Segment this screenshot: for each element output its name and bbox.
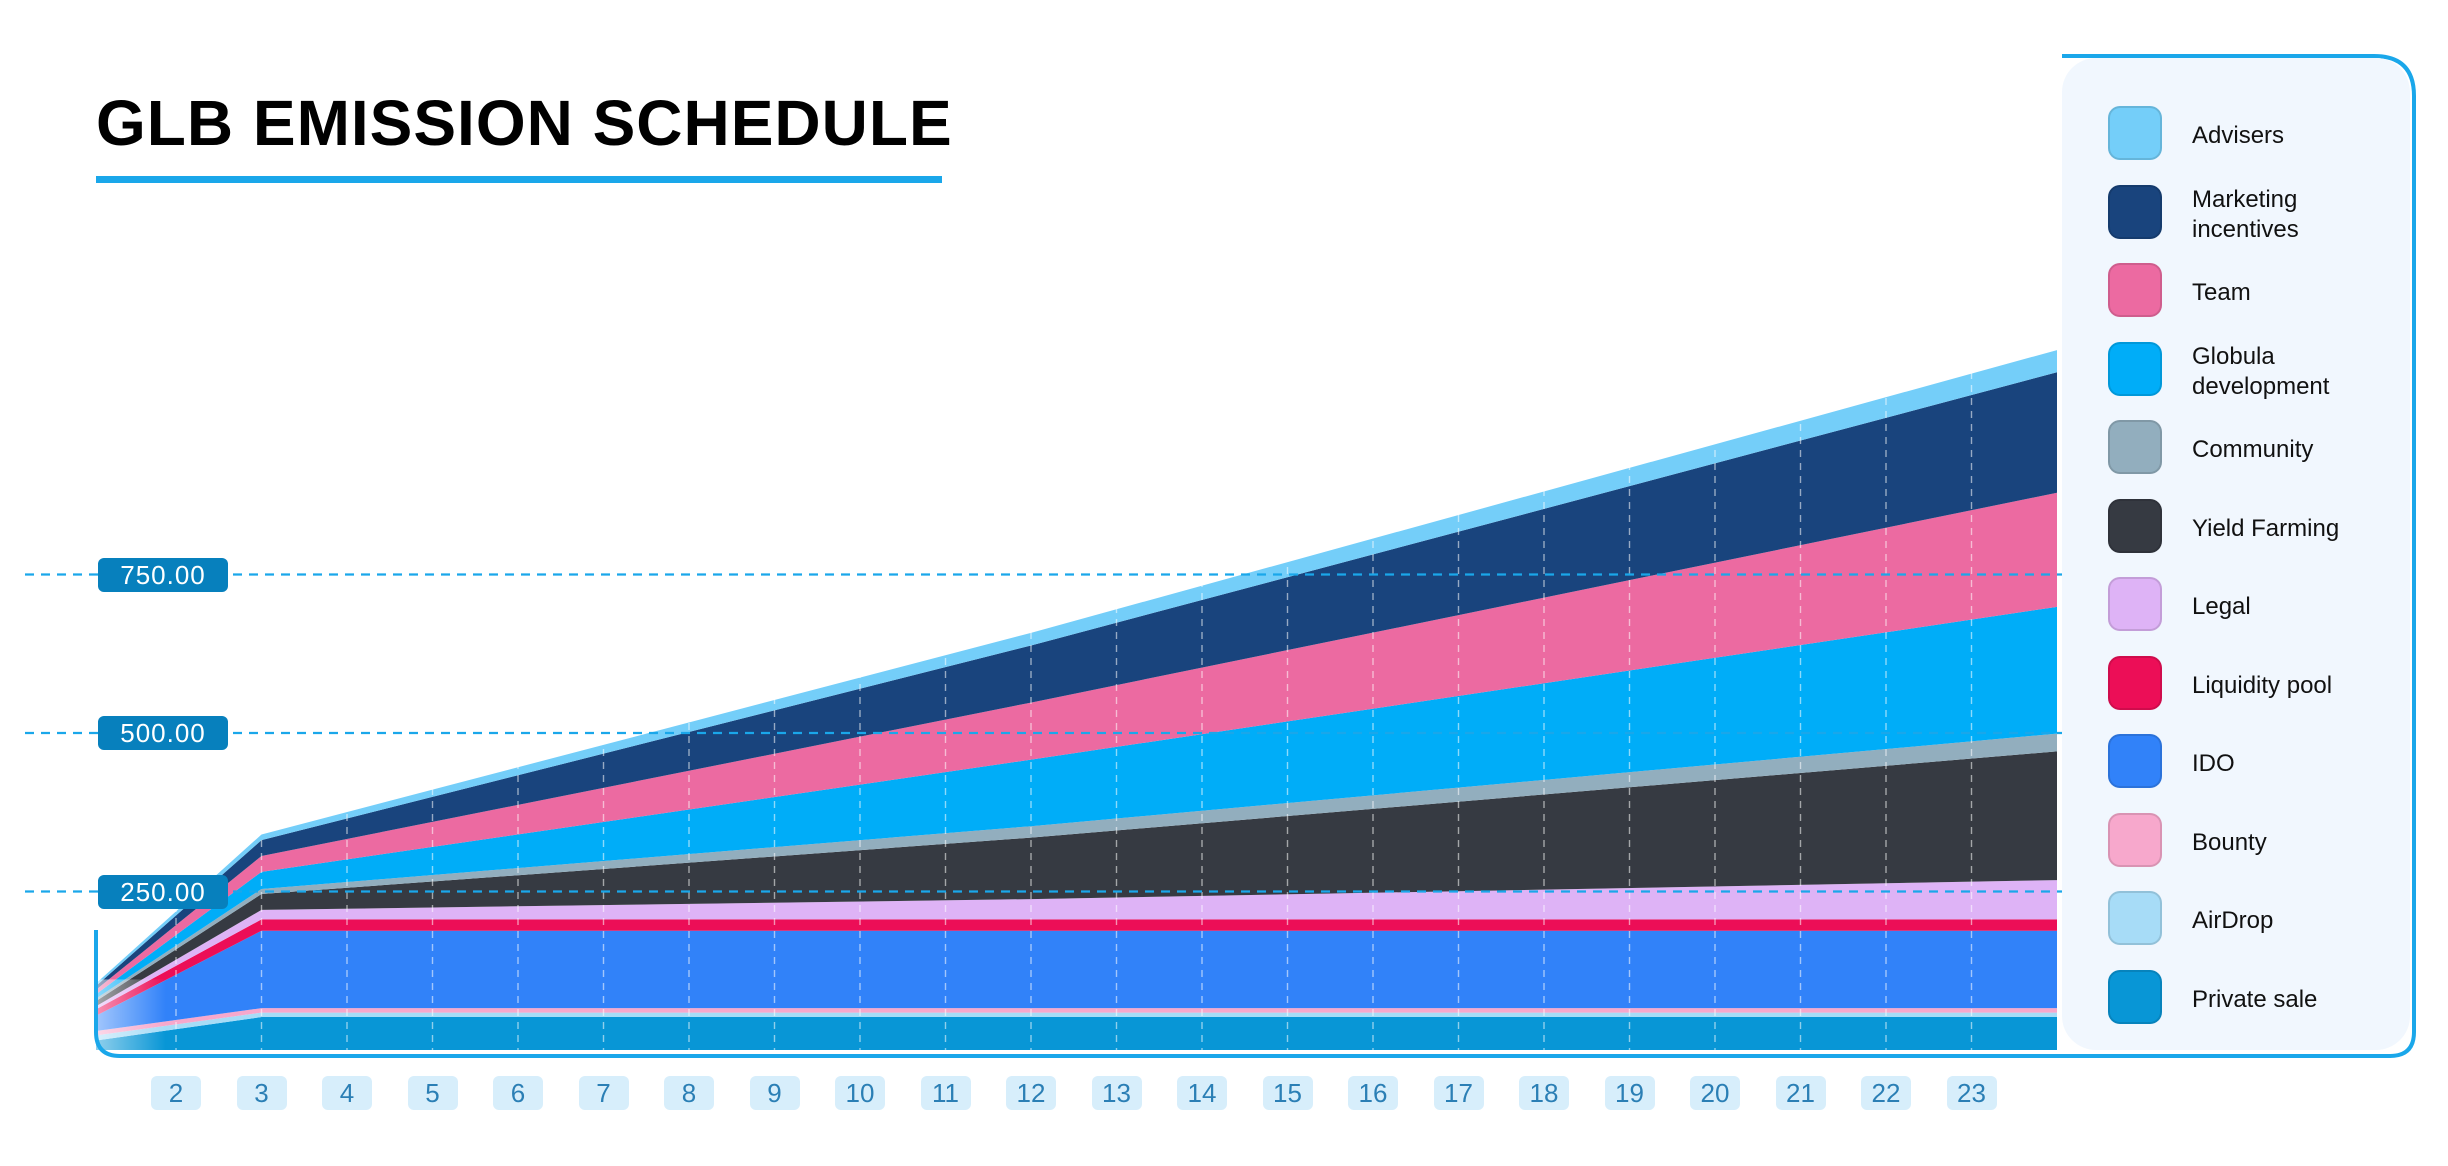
legend-swatch bbox=[2108, 263, 2162, 317]
legend-swatch bbox=[2108, 891, 2162, 945]
area-advisers bbox=[96, 350, 2057, 986]
x-tick-label: 20 bbox=[1690, 1076, 1740, 1110]
legend-item: Legal bbox=[2108, 577, 2408, 637]
legend-item: Globula development bbox=[2108, 341, 2408, 402]
x-tick-label: 10 bbox=[835, 1076, 885, 1110]
legend-label: Community bbox=[2192, 436, 2314, 463]
legend-label: Bounty bbox=[2192, 828, 2267, 856]
y-tick-label: 250.00 bbox=[98, 874, 228, 909]
legend-label: Marketing incentives bbox=[2192, 185, 2299, 243]
x-tick-label: 8 bbox=[664, 1076, 714, 1110]
x-tick-label: 19 bbox=[1604, 1076, 1655, 1110]
area-team bbox=[96, 492, 2057, 995]
legend-item: IDO bbox=[2108, 734, 2408, 794]
area-bounty bbox=[96, 1008, 2057, 1036]
area-ido bbox=[96, 930, 2057, 1031]
area-legal bbox=[96, 880, 2057, 1010]
x-tick-label: 3 bbox=[236, 1076, 287, 1110]
legend-label: Yield Farming bbox=[2192, 514, 2340, 542]
x-tick-label: 17 bbox=[1433, 1076, 1484, 1110]
legend-label: Team bbox=[2192, 279, 2251, 306]
legend-item: Advisers bbox=[2108, 106, 2408, 166]
legend-swatch bbox=[2108, 577, 2162, 631]
left-fade bbox=[96, 979, 166, 1050]
legend-label: Advisers bbox=[2192, 122, 2285, 149]
legend-swatch bbox=[2108, 498, 2162, 553]
legend-swatch bbox=[2108, 184, 2162, 239]
title-underline bbox=[96, 176, 942, 183]
legend-label: Liquidity pool bbox=[2192, 671, 2333, 699]
x-tick-label: 18 bbox=[1519, 1076, 1569, 1110]
x-tick-label: 14 bbox=[1177, 1076, 1227, 1110]
x-tick-label: 11 bbox=[920, 1076, 971, 1110]
x-tick-label: 4 bbox=[322, 1076, 372, 1110]
x-tick-label: 16 bbox=[1348, 1076, 1398, 1110]
legend-item: Yield Farming bbox=[2108, 498, 2408, 559]
legend-item: Bounty bbox=[2108, 812, 2408, 873]
legend-item: Private sale bbox=[2108, 969, 2408, 1030]
area-yield-farming bbox=[96, 751, 2057, 1007]
chart-frame bbox=[94, 54, 2416, 1058]
legend-label: IDO bbox=[2192, 750, 2235, 777]
legend-item: Team bbox=[2108, 263, 2408, 323]
area-globula-development bbox=[96, 606, 2057, 999]
legend-swatch bbox=[2108, 420, 2162, 474]
legend-item: Community bbox=[2108, 420, 2408, 480]
legend-label: Globula development bbox=[2192, 342, 2330, 400]
x-tick-label: 6 bbox=[493, 1076, 543, 1110]
x-tick-label: 23 bbox=[1946, 1076, 1997, 1110]
x-tick-label: 12 bbox=[1006, 1076, 1056, 1110]
legend-swatch bbox=[2108, 655, 2162, 710]
legend-label: AirDrop bbox=[2192, 907, 2274, 934]
area-liquidity-pool bbox=[96, 919, 2057, 1016]
x-tick-label: 5 bbox=[407, 1076, 458, 1110]
x-tick-label: 22 bbox=[1861, 1076, 1911, 1110]
x-tick-label: 7 bbox=[578, 1076, 629, 1110]
area-airdrop bbox=[96, 1012, 2057, 1041]
legend: Advisers Marketing incentives Team Globula … bbox=[2062, 58, 2410, 1050]
x-tick-label: 15 bbox=[1262, 1076, 1313, 1110]
legend-swatch bbox=[2108, 106, 2162, 160]
page-title: GLB EMISSION SCHEDULE bbox=[96, 87, 953, 159]
area-private-sale bbox=[96, 1017, 2057, 1050]
legend-item: AirDrop bbox=[2108, 891, 2408, 951]
legend-swatch bbox=[2108, 812, 2162, 867]
legend-item: Liquidity pool bbox=[2108, 655, 2408, 716]
legend-label: Legal bbox=[2192, 593, 2251, 620]
area-community bbox=[96, 733, 2057, 1002]
legend-item: Marketing incentives bbox=[2108, 184, 2408, 245]
area-marketing-incentives bbox=[96, 372, 2057, 990]
legend-swatch bbox=[2108, 341, 2162, 396]
x-tick-label: 21 bbox=[1775, 1076, 1826, 1110]
y-tick-label: 500.00 bbox=[98, 716, 228, 750]
y-tick-label: 750.00 bbox=[98, 557, 228, 592]
x-tick-label: 13 bbox=[1091, 1076, 1142, 1110]
x-tick-label: 2 bbox=[151, 1076, 201, 1110]
legend-swatch bbox=[2108, 969, 2162, 1024]
legend-label: Private sale bbox=[2192, 985, 2318, 1013]
x-tick-label: 9 bbox=[749, 1076, 800, 1110]
legend-swatch bbox=[2108, 734, 2162, 788]
